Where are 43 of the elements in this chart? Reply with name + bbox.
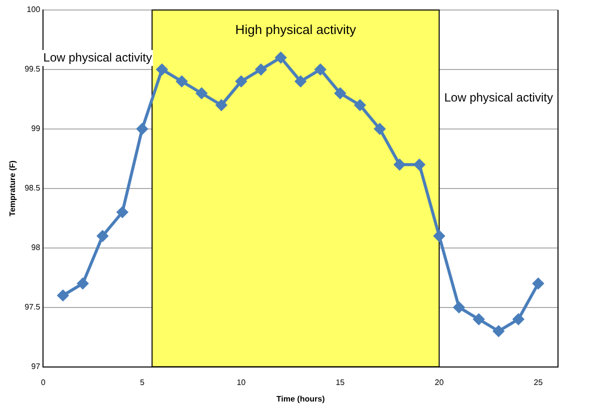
point [453, 302, 464, 313]
y-tick-label: 100 [26, 5, 41, 14]
band-label: High physical activity [235, 22, 356, 38]
point [512, 314, 524, 325]
point [136, 123, 148, 134]
point [414, 159, 425, 170]
point [156, 64, 168, 75]
x-tick-label: 10 [236, 378, 246, 387]
point [354, 100, 366, 111]
point [176, 76, 188, 87]
y-axis-title: Temprature (F) [8, 160, 18, 216]
annotation: Low physical activity [43, 50, 152, 64]
x-tick-label: 15 [336, 378, 346, 387]
point [394, 159, 406, 170]
x-tick-label: 20 [434, 378, 444, 387]
point [196, 88, 208, 99]
point [77, 278, 88, 290]
x-axis-title: Time (hours) [276, 394, 326, 404]
point [236, 76, 247, 87]
point [97, 230, 108, 242]
y-tick-label: 97 [31, 362, 41, 372]
annotation: Low physical activity [444, 90, 553, 104]
x-tick-label: 5 [140, 378, 145, 387]
point [493, 326, 504, 337]
point [314, 64, 326, 75]
point [216, 100, 227, 111]
y-tick-label: 99.5 [24, 64, 41, 74]
point [334, 88, 346, 99]
point [57, 290, 68, 301]
y-tick-label: 98 [31, 243, 41, 252]
y-tick-label: 99 [31, 124, 41, 134]
point [532, 278, 544, 290]
point [295, 76, 306, 87]
point [473, 314, 484, 325]
point [116, 206, 128, 218]
point [275, 52, 286, 64]
x-tick-label: 0 [40, 378, 46, 387]
point [255, 64, 266, 75]
point [434, 230, 445, 242]
point [374, 123, 386, 134]
x-tick-label: 25 [534, 378, 544, 387]
y-tick-label: 97.5 [24, 302, 41, 312]
y-tick-label: 98.5 [24, 184, 41, 193]
